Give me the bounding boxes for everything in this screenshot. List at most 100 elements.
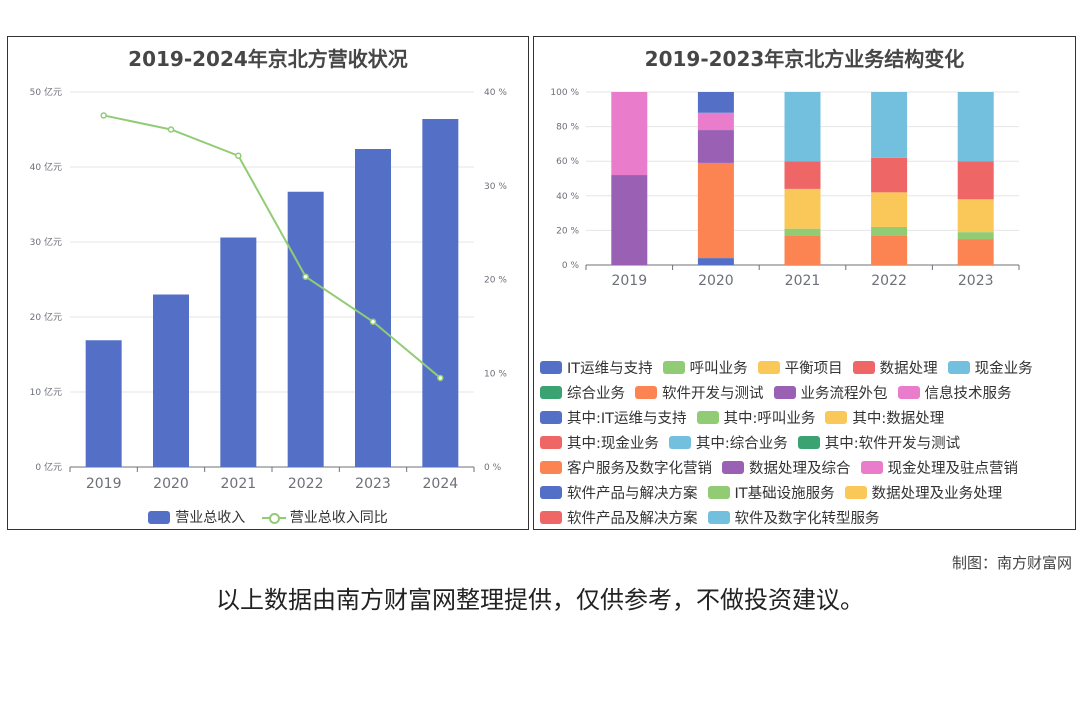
legend-swatch xyxy=(860,461,883,474)
business-structure-chart-svg: 0 % 20 % 40 % 60 % 80 % 100 % 2019 2020 2021 2022… xyxy=(550,88,1020,289)
legend-swatch xyxy=(757,361,780,374)
legend-item[interactable]: 数据处理及业务处理 xyxy=(844,482,1002,503)
legend-label: 业务流程外包 xyxy=(800,386,888,402)
structure-bar-segment[interactable] xyxy=(871,235,908,265)
revenue-yoy-point[interactable] xyxy=(369,318,377,325)
structure-bar-segment[interactable] xyxy=(957,199,994,233)
legend-label: 其中:现金业务 xyxy=(567,436,659,452)
legend-item[interactable]: 其中:现金业务 xyxy=(540,432,659,453)
x-tick-label: 2019 xyxy=(611,273,647,289)
revenue-yoy-point[interactable] xyxy=(100,112,107,119)
structure-bar-segment[interactable] xyxy=(697,162,734,259)
structure-bar-segment[interactable] xyxy=(871,226,908,236)
disclaimer-text: 以上数据由南方财富网整理提供，仅供参考，不做投资建议。 xyxy=(216,586,864,614)
legend-item[interactable]: 软件产品与解决方案 xyxy=(540,482,698,503)
x-tick-label: 2019 xyxy=(86,476,122,492)
structure-bar-segment[interactable] xyxy=(697,92,734,113)
legend-swatch xyxy=(947,361,970,374)
legend-item[interactable]: 软件开发与测试 xyxy=(635,382,764,403)
revenue-yoy-point[interactable] xyxy=(302,273,309,280)
legend-row: 综合业务 软件开发与测试 业务流程外包 信息技术服务 xyxy=(540,380,1075,405)
legend-row: 软件产品及解决方案 软件及数字化转型服务 xyxy=(540,505,1075,529)
legend-item[interactable]: 数据处理 xyxy=(852,357,938,378)
legend-swatch xyxy=(797,436,820,449)
legend-swatch xyxy=(540,486,562,499)
structure-bar-segment[interactable] xyxy=(957,232,994,240)
structure-bar-segment[interactable] xyxy=(957,92,994,162)
y-tick-label: 40 % xyxy=(556,192,579,202)
legend-label: 数据处理及综合 xyxy=(749,461,851,477)
x-tick-label: 2021 xyxy=(785,273,821,289)
structure-bar-segment[interactable] xyxy=(784,228,821,236)
structure-bar-segment[interactable] xyxy=(697,258,734,265)
structure-bar-segment[interactable] xyxy=(697,112,734,131)
legend-item[interactable]: 软件产品及解决方案 xyxy=(540,507,698,528)
revenue-chart-legend: 营业总收入 营业总收入同比 xyxy=(8,507,528,528)
legend-swatch xyxy=(662,361,685,374)
structure-bar-segment[interactable] xyxy=(957,239,994,265)
legend-label: 其中:呼叫业务 xyxy=(723,411,816,427)
structure-bar-segment[interactable] xyxy=(784,92,821,162)
structure-bar-segment[interactable] xyxy=(871,92,908,158)
y-right-tick-label: 30 % xyxy=(484,182,507,192)
legend-item[interactable]: 现金处理及驻点营销 xyxy=(860,457,1019,478)
x-tick-label: 2024 xyxy=(423,476,459,492)
structure-bar-segment[interactable] xyxy=(784,161,821,189)
legend-swatch xyxy=(668,436,691,449)
y-tick-label: 0 % xyxy=(562,261,580,271)
legend-label: 软件开发与测试 xyxy=(662,386,764,402)
revenue-chart-panel: 2019-2024年京北方营收状况 0 亿元 10 亿元 20 亿元 30 亿元 40 … xyxy=(7,36,529,530)
legend-item[interactable]: 其中:数据处理 xyxy=(825,407,944,428)
revenue-bar[interactable] xyxy=(85,340,122,467)
legend-row: 其中:IT运维与支持 其中:呼叫业务 其中:数据处理 xyxy=(540,405,1075,430)
legend-item[interactable]: 其中:软件开发与测试 xyxy=(797,432,960,453)
legend-item-revenue[interactable]: 营业总收入 xyxy=(148,507,245,527)
business-structure-legend: IT运维与支持 呼叫业务 平衡项目 数据处理 现金业务综合业务 软件开发与测试 业务流程外包… xyxy=(540,355,1075,529)
revenue-bar[interactable] xyxy=(422,119,459,467)
structure-bar-segment[interactable] xyxy=(871,157,908,193)
y-tick-label: 20 % xyxy=(556,226,579,236)
revenue-yoy-point[interactable] xyxy=(437,374,444,382)
legend-item-revenue-yoy[interactable]: 营业总收入同比 xyxy=(261,507,388,527)
legend-swatch xyxy=(897,386,920,399)
legend-item[interactable]: 其中:呼叫业务 xyxy=(696,407,816,428)
legend-row: 软件产品与解决方案 IT基础设施服务 数据处理及业务处理 xyxy=(540,480,1075,505)
legend-item[interactable]: 平衡项目 xyxy=(757,357,843,378)
y-left-tick-label: 0 亿元 xyxy=(35,461,62,473)
legend-swatch xyxy=(852,361,875,374)
x-tick-label: 2021 xyxy=(221,476,257,492)
legend-item[interactable]: 综合业务 xyxy=(540,382,625,403)
legend-swatch xyxy=(773,386,796,399)
legend-item[interactable]: 其中:综合业务 xyxy=(668,432,788,453)
revenue-bar[interactable] xyxy=(220,237,257,468)
y-right-tick-label: 10 % xyxy=(484,369,507,379)
legend-item[interactable]: 其中:IT运维与支持 xyxy=(540,407,687,428)
revenue-bar[interactable] xyxy=(153,294,189,468)
revenue-chart-title: 2019-2024年京北方营收状况 xyxy=(128,47,408,71)
legend-item[interactable]: 现金业务 xyxy=(947,357,1033,378)
legend-item[interactable]: 数据处理及综合 xyxy=(722,457,851,478)
revenue-bar[interactable] xyxy=(355,149,391,467)
revenue-bar[interactable] xyxy=(287,191,324,467)
legend-item[interactable]: 软件及数字化转型服务 xyxy=(707,507,880,528)
structure-bar-segment[interactable] xyxy=(784,188,821,229)
revenue-yoy-point[interactable] xyxy=(235,152,242,159)
business-structure-chart-panel: 2019-2023年京北方业务结构变化 0 % 20 % 40 % 60 % 80 % 1… xyxy=(533,36,1076,530)
legend-item[interactable]: IT基础设施服务 xyxy=(707,482,835,503)
structure-bar-segment[interactable] xyxy=(611,92,648,176)
x-tick-label: 2020 xyxy=(153,476,189,492)
legend-item[interactable]: 客户服务及数字化营销 xyxy=(540,457,712,478)
legend-item[interactable]: 信息技术服务 xyxy=(897,382,1012,403)
legend-item[interactable]: 呼叫业务 xyxy=(662,357,748,378)
structure-bar-segment[interactable] xyxy=(871,192,908,227)
legend-item[interactable]: 业务流程外包 xyxy=(773,382,888,403)
structure-bar-segment[interactable] xyxy=(957,161,994,200)
structure-bar-segment[interactable] xyxy=(611,175,648,265)
revenue-yoy-point[interactable] xyxy=(167,126,175,133)
legend-item[interactable]: IT运维与支持 xyxy=(540,357,653,378)
legend-label: 软件产品与解决方案 xyxy=(567,486,698,502)
legend-label: 现金处理及驻点营销 xyxy=(887,461,1019,477)
structure-bar-segment[interactable] xyxy=(697,130,734,163)
legend-label: 数据处理 xyxy=(879,361,938,377)
structure-bar-segment[interactable] xyxy=(784,235,821,265)
